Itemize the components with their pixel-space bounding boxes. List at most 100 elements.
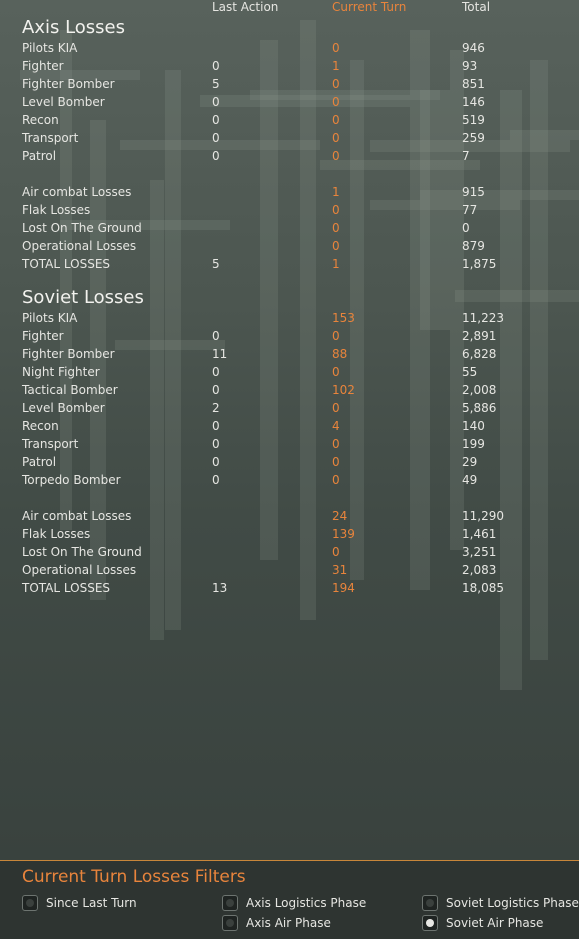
- radio-selected-icon[interactable]: [422, 915, 438, 931]
- filter-option-label: Axis Air Phase: [246, 916, 331, 930]
- current-turn-value: 24: [332, 509, 348, 523]
- last-action-value: 0: [212, 59, 220, 73]
- table-row: Fighter Bomber 5 0 851: [0, 75, 579, 93]
- last-action-value: 13: [212, 581, 228, 595]
- total-value: 0: [462, 221, 470, 235]
- current-turn-value: 0: [332, 113, 340, 127]
- row-label: Lost On The Ground: [22, 221, 142, 235]
- table-row: Fighter 0 0 2,891: [0, 327, 579, 345]
- current-turn-value: 88: [332, 347, 348, 361]
- current-turn-value: 139: [332, 527, 355, 541]
- row-label: TOTAL LOSSES: [22, 581, 111, 595]
- table-row: Fighter Bomber 11 88 6,828: [0, 345, 579, 363]
- row-label: Flak Losses: [22, 527, 91, 541]
- row-label: Level Bomber: [22, 401, 105, 415]
- grave-cross: [260, 40, 278, 560]
- table-row: Transport 0 0 199: [0, 435, 579, 453]
- table-row: Patrol 0 0 29: [0, 453, 579, 471]
- table-row: Air combat Losses 1 915: [0, 183, 579, 201]
- table-row: Recon 0 0 519: [0, 111, 579, 129]
- grave-cross: [450, 50, 464, 550]
- table-row: Level Bomber 0 0 146: [0, 93, 579, 111]
- total-value: 77: [462, 203, 478, 217]
- table-row: Flak Losses 0 77: [0, 201, 579, 219]
- current-turn-value: 1: [332, 257, 340, 271]
- last-action-value: 0: [212, 131, 220, 145]
- row-label: Fighter Bomber: [22, 77, 115, 91]
- current-turn-value: 0: [332, 473, 340, 487]
- row-label: Fighter Bomber: [22, 347, 115, 361]
- total-value: 6,828: [462, 347, 497, 361]
- last-action-value: 11: [212, 347, 228, 361]
- total-value: 2,891: [462, 329, 497, 343]
- grave-cross-bar: [510, 130, 579, 140]
- header-total: Total: [462, 0, 491, 14]
- row-label: Recon: [22, 113, 59, 127]
- grave-cross-bar: [200, 95, 410, 107]
- grave-cross: [420, 90, 450, 330]
- table-row: Pilots KIA 0 946: [0, 39, 579, 57]
- grave-cross-bar: [455, 290, 579, 302]
- total-value: 29: [462, 455, 478, 469]
- last-action-value: 0: [212, 113, 220, 127]
- total-value: 146: [462, 95, 485, 109]
- row-label: Transport: [22, 437, 79, 451]
- total-value: 140: [462, 419, 485, 433]
- filter-option-label: Since Last Turn: [46, 896, 137, 910]
- row-label: Pilots KIA: [22, 41, 78, 55]
- current-turn-value: 0: [332, 455, 340, 469]
- current-turn-value: 0: [332, 401, 340, 415]
- table-row: Lost On The Ground 0 3,251: [0, 543, 579, 561]
- table-row: Operational Losses 0 879: [0, 237, 579, 255]
- last-action-value: 5: [212, 257, 220, 271]
- table-row: Torpedo Bomber 0 0 49: [0, 471, 579, 489]
- total-value: 199: [462, 437, 485, 451]
- current-turn-value: 0: [332, 221, 340, 235]
- table-row: Air combat Losses 24 11,290: [0, 507, 579, 525]
- current-turn-value: 153: [332, 311, 355, 325]
- grave-cross-bar: [60, 220, 230, 230]
- row-label: Fighter: [22, 59, 64, 73]
- row-label: Pilots KIA: [22, 311, 78, 325]
- last-action-value: 2: [212, 401, 220, 415]
- table-row: Pilots KIA 153 11,223: [0, 309, 579, 327]
- current-turn-value: 0: [332, 41, 340, 55]
- total-value: 3,251: [462, 545, 497, 559]
- current-turn-value: 194: [332, 581, 355, 595]
- soviet-losses-title: Soviet Losses: [22, 287, 144, 308]
- last-action-value: 0: [212, 95, 220, 109]
- cemetery-background: [0, 0, 579, 860]
- current-turn-value: 0: [332, 437, 340, 451]
- row-label: Recon: [22, 419, 59, 433]
- current-turn-value: 31: [332, 563, 348, 577]
- total-value: 18,085: [462, 581, 504, 595]
- table-row: Fighter 0 1 93: [0, 57, 579, 75]
- row-label: TOTAL LOSSES: [22, 257, 111, 271]
- last-action-value: 0: [212, 437, 220, 451]
- radio-icon[interactable]: [222, 915, 238, 931]
- current-turn-value: 0: [332, 239, 340, 253]
- grave-cross: [530, 60, 548, 660]
- total-value: 259: [462, 131, 485, 145]
- table-row: Operational Losses 31 2,083: [0, 561, 579, 579]
- row-label: Fighter: [22, 329, 64, 343]
- last-action-value: 0: [212, 455, 220, 469]
- radio-icon[interactable]: [422, 895, 438, 911]
- total-value: 7: [462, 149, 470, 163]
- header-current-turn: Current Turn: [332, 0, 407, 14]
- total-value: 519: [462, 113, 485, 127]
- radio-icon[interactable]: [22, 895, 38, 911]
- grave-cross-bar: [420, 190, 579, 200]
- current-turn-value: 4: [332, 419, 340, 433]
- radio-icon[interactable]: [222, 895, 238, 911]
- current-turn-value: 0: [332, 203, 340, 217]
- last-action-value: 0: [212, 473, 220, 487]
- filter-option-label: Soviet Logistics Phase: [446, 896, 579, 910]
- grave-cross-bar: [20, 70, 140, 80]
- grave-cross-bar: [370, 140, 570, 152]
- table-row: Level Bomber 2 0 5,886: [0, 399, 579, 417]
- grave-cross: [150, 180, 164, 640]
- last-action-value: 0: [212, 419, 220, 433]
- row-label: Patrol: [22, 149, 57, 163]
- total-value: 11,223: [462, 311, 504, 325]
